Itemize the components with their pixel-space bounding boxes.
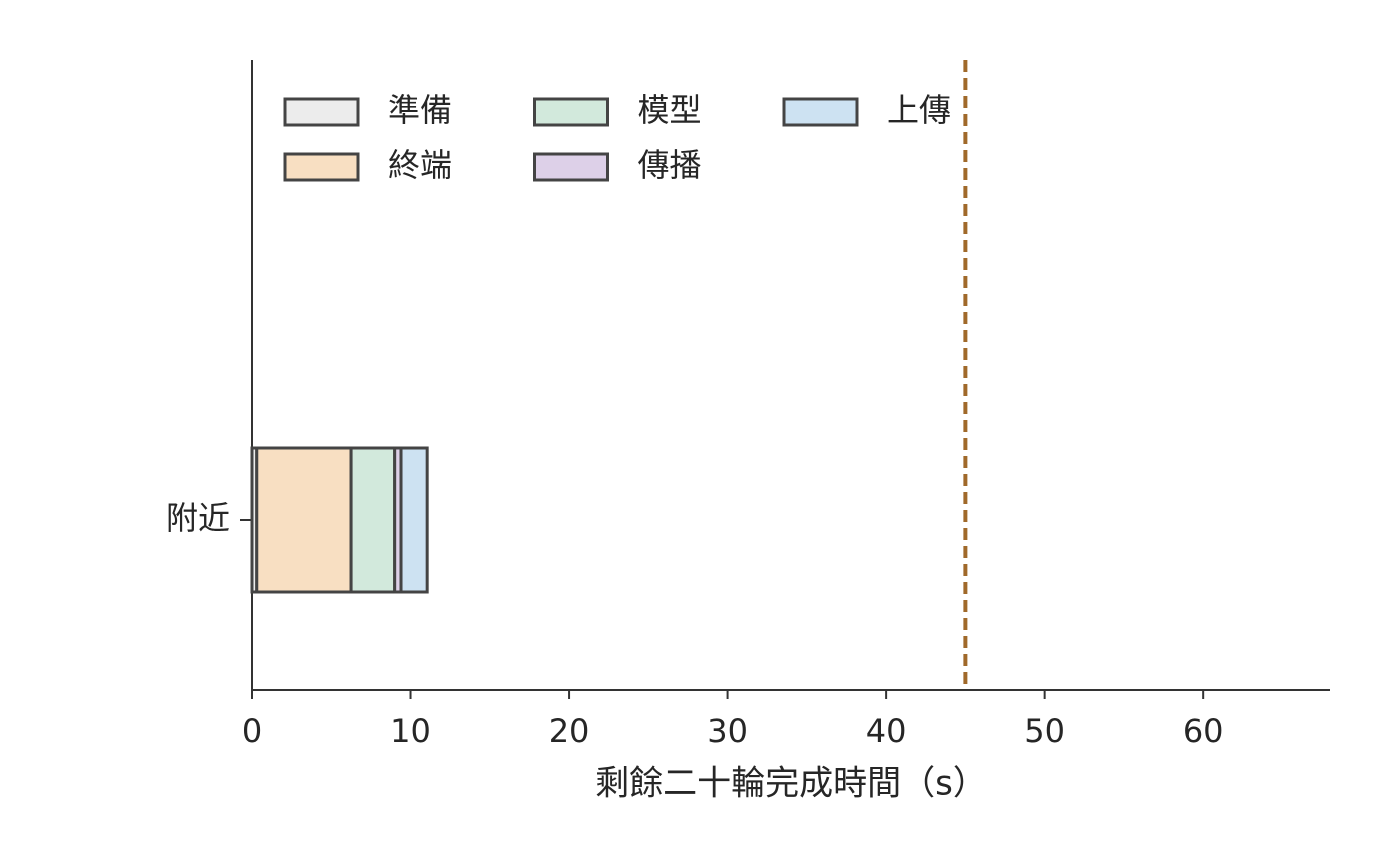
x-tick-label: 60 [1183, 712, 1224, 750]
x-tick-label: 40 [866, 712, 907, 750]
legend-label: 模型 [638, 91, 702, 129]
legend-swatch [283, 152, 360, 182]
x-tick-label: 50 [1024, 712, 1065, 750]
legend-label: 傳播 [638, 146, 702, 184]
legend-swatch [283, 97, 360, 127]
legend-swatch [533, 97, 609, 127]
x-tick-label: 0 [242, 712, 262, 750]
bar-segment [399, 446, 429, 594]
bar-segment [255, 446, 353, 594]
bar-segment [349, 446, 397, 594]
legend-label: 準備 [388, 91, 452, 129]
legend-label: 上傳 [887, 91, 951, 129]
legend-swatch [533, 152, 609, 182]
x-tick-label: 20 [549, 712, 590, 750]
x-tick-label: 10 [390, 712, 431, 750]
y-tick-label: 附近 [166, 499, 230, 537]
legend-swatch [782, 97, 859, 127]
legend-label: 終端 [388, 146, 452, 184]
x-axis-label: 剩餘二十輪完成時間（s） [595, 764, 987, 804]
x-tick-label: 30 [707, 712, 748, 750]
